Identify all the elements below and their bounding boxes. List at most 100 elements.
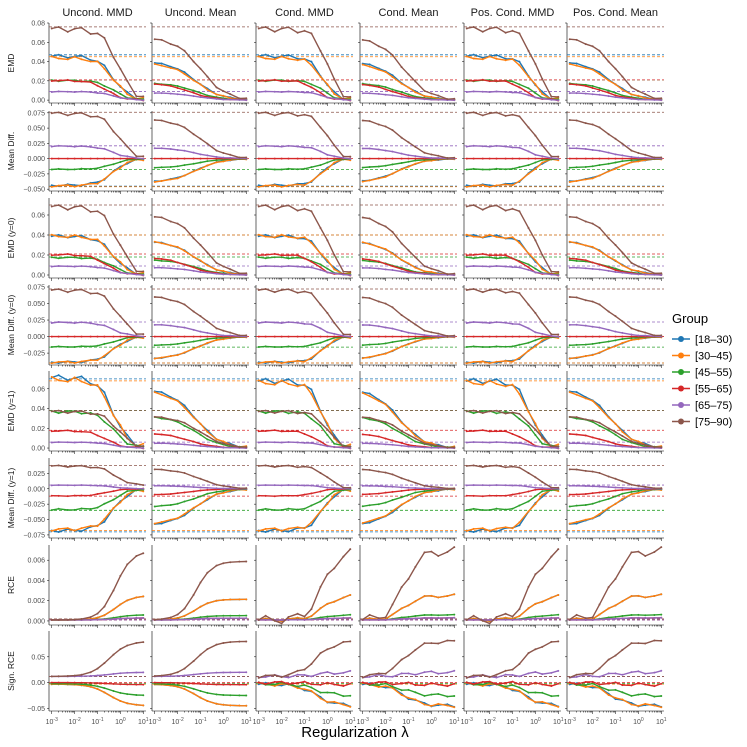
data-point <box>160 433 163 436</box>
data-point <box>326 422 329 425</box>
data-point <box>472 530 475 533</box>
data-point <box>80 412 83 415</box>
data-point <box>400 136 403 139</box>
data-point <box>368 297 371 300</box>
data-point <box>391 411 394 414</box>
data-point <box>391 163 394 166</box>
data-point <box>264 464 267 467</box>
data-point <box>73 235 76 238</box>
data-point <box>333 155 336 158</box>
data-point <box>575 296 578 299</box>
data-point <box>296 183 299 186</box>
data-point <box>96 60 99 63</box>
data-point <box>66 527 69 530</box>
data-point <box>50 254 53 257</box>
data-point <box>607 170 610 173</box>
data-point <box>637 98 640 101</box>
data-point <box>568 266 571 269</box>
series-line-5 <box>258 111 351 158</box>
data-point <box>303 207 306 210</box>
data-point <box>584 259 587 262</box>
data-point <box>66 335 69 338</box>
data-point <box>557 270 560 273</box>
data-point <box>637 484 640 487</box>
data-point <box>183 500 186 503</box>
data-point <box>215 483 218 486</box>
data-point <box>319 87 322 90</box>
data-point <box>257 494 260 497</box>
data-point <box>103 618 106 621</box>
data-point <box>653 98 656 101</box>
data-point <box>644 156 647 159</box>
data-point <box>280 80 283 83</box>
data-point <box>518 412 521 415</box>
data-point <box>368 356 371 359</box>
data-point <box>66 90 69 93</box>
data-point <box>119 435 122 438</box>
data-point <box>183 472 186 475</box>
data-point <box>534 267 537 270</box>
data-point <box>303 157 306 160</box>
data-point <box>591 177 594 180</box>
data-point <box>310 115 313 118</box>
data-point <box>495 111 498 114</box>
data-point <box>80 430 83 433</box>
data-point <box>50 55 53 58</box>
data-point <box>80 234 83 237</box>
data-point <box>504 412 507 415</box>
data-point <box>518 504 521 507</box>
data-point <box>637 90 640 93</box>
data-point <box>296 265 299 268</box>
data-point <box>391 54 394 57</box>
data-point <box>361 344 364 347</box>
data-point <box>89 345 92 348</box>
data-point <box>423 156 426 159</box>
data-point <box>103 262 106 265</box>
data-point <box>280 91 283 94</box>
data-point <box>465 256 468 259</box>
data-point <box>614 67 617 70</box>
data-point <box>511 182 514 185</box>
data-point <box>472 235 475 238</box>
data-point <box>621 338 624 341</box>
data-point <box>527 126 530 129</box>
data-point <box>280 55 283 58</box>
data-point <box>142 447 145 450</box>
series-line-2 <box>362 416 455 449</box>
data-point <box>614 345 617 348</box>
data-point <box>495 530 498 533</box>
data-point <box>264 233 267 236</box>
data-point <box>495 412 498 415</box>
data-point <box>319 75 322 78</box>
data-point <box>518 86 521 89</box>
data-point <box>504 157 507 160</box>
data-point <box>119 574 122 577</box>
data-point <box>96 147 99 150</box>
data-point <box>414 488 417 491</box>
data-point <box>319 472 322 475</box>
data-point <box>273 383 276 386</box>
data-point <box>407 331 410 334</box>
data-point <box>607 162 610 165</box>
data-point <box>472 57 475 60</box>
data-point <box>368 395 371 398</box>
data-point <box>504 291 507 294</box>
data-point <box>199 96 202 99</box>
facet-panel <box>358 371 457 454</box>
data-point <box>481 114 484 117</box>
data-point <box>361 241 364 244</box>
data-point <box>296 237 299 240</box>
data-point <box>391 157 394 160</box>
data-point <box>280 441 283 444</box>
data-point <box>176 436 179 439</box>
data-point <box>377 343 380 346</box>
data-point <box>518 157 521 160</box>
data-point <box>264 494 267 497</box>
data-point <box>169 355 172 358</box>
data-point <box>169 504 172 507</box>
data-point <box>472 253 475 256</box>
data-point <box>637 489 640 492</box>
data-point <box>319 341 322 344</box>
data-point <box>391 427 394 430</box>
data-point <box>541 335 544 338</box>
